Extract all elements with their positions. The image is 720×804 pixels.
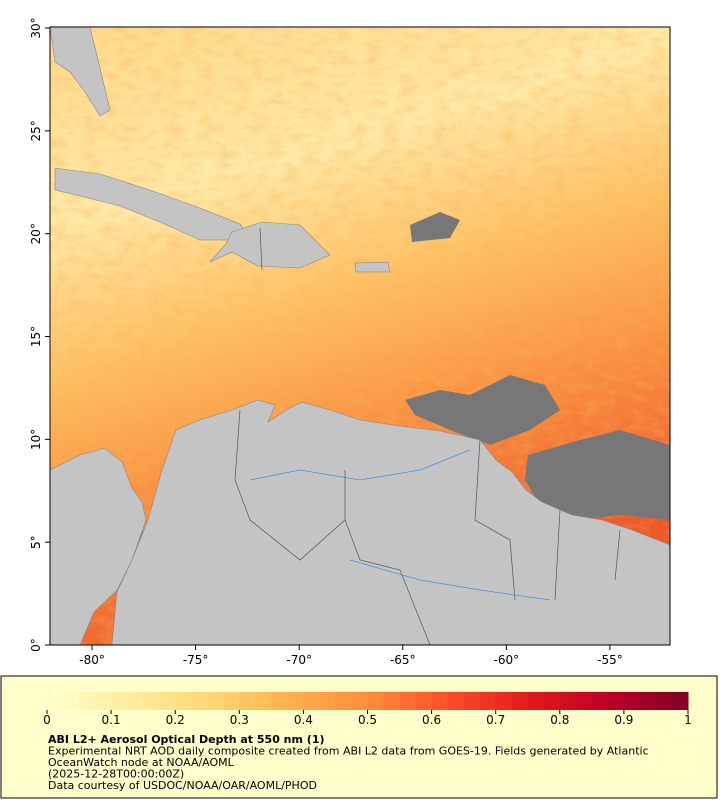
colorbar-cell bbox=[559, 692, 577, 710]
colorbar-cell bbox=[239, 692, 256, 710]
x-tick-label: -80° bbox=[79, 653, 105, 667]
x-tick-label: -55° bbox=[597, 653, 623, 667]
colorbar-cell bbox=[111, 692, 128, 710]
colorbar-cell bbox=[479, 692, 497, 710]
x-tick-label: -70° bbox=[286, 653, 312, 667]
colorbar-cell bbox=[191, 692, 208, 710]
colorbar-cell bbox=[575, 692, 593, 710]
colorbar-cell bbox=[671, 692, 689, 710]
x-tick-label: -60° bbox=[494, 653, 520, 667]
y-tick-label: 20° bbox=[29, 223, 43, 244]
colorbar-cell bbox=[511, 692, 529, 710]
x-tick-label: -75° bbox=[183, 653, 209, 667]
caption-line: OceanWatch node at NOAA/AOML bbox=[48, 756, 235, 769]
land bbox=[50, 27, 670, 645]
y-tick-label: 5° bbox=[29, 535, 43, 549]
colorbar-cell bbox=[351, 692, 368, 710]
colorbar-cell bbox=[143, 692, 160, 710]
colorbar-tick-label: 0.9 bbox=[614, 713, 633, 727]
colorbar-cell bbox=[223, 692, 240, 710]
y-tick-label: 0° bbox=[29, 638, 43, 652]
colorbar-cell bbox=[655, 692, 673, 710]
colorbar-cell bbox=[303, 692, 320, 710]
colorbar-tick-label: 0.1 bbox=[102, 713, 121, 727]
colorbar-cell bbox=[79, 692, 96, 710]
y-tick-label: 25° bbox=[29, 120, 43, 141]
caption-line: Data courtesy of USDOC/NOAA/OAR/AOML/PHO… bbox=[48, 779, 317, 792]
borders bbox=[234, 227, 621, 645]
colorbar-cell bbox=[287, 692, 304, 710]
colorbar-tick-label: 1 bbox=[684, 713, 692, 727]
colorbar-tick-label: 0 bbox=[43, 713, 51, 727]
colorbar-cell bbox=[639, 692, 657, 710]
colorbar-cell bbox=[47, 692, 64, 710]
colorbar-cell bbox=[447, 692, 465, 710]
colorbar-cell bbox=[175, 692, 192, 710]
colorbar-cell bbox=[399, 692, 417, 710]
colorbar-cell bbox=[127, 692, 144, 710]
caption: ABI L2+ Aerosol Optical Depth at 550 nm … bbox=[48, 733, 649, 792]
colorbar-cell bbox=[63, 692, 80, 710]
x-tick-label: -65° bbox=[390, 653, 416, 667]
y-tick-label: 15° bbox=[29, 326, 43, 347]
y-tick-label: 10° bbox=[29, 429, 43, 450]
colorbar-tick-label: 0.4 bbox=[294, 713, 313, 727]
map bbox=[50, 27, 670, 645]
caption-line: Experimental NRT AOD daily composite cre… bbox=[48, 745, 649, 758]
colorbar-cell bbox=[495, 692, 513, 710]
colorbar-cell bbox=[367, 692, 385, 710]
colorbar-cell bbox=[255, 692, 272, 710]
colorbar-tick-label: 0.3 bbox=[230, 713, 249, 727]
map-frame bbox=[49, 26, 671, 646]
colorbar-tick-label: 0.6 bbox=[422, 713, 441, 727]
colorbar-cell bbox=[623, 692, 641, 710]
colorbar-cell bbox=[415, 692, 433, 710]
colorbar-cell bbox=[95, 692, 112, 710]
colorbar-tick-label: 0.2 bbox=[166, 713, 185, 727]
colorbar-cell bbox=[383, 692, 401, 710]
rivers bbox=[249, 449, 551, 601]
colorbar-tick-label: 0.7 bbox=[486, 713, 505, 727]
caption-title: ABI L2+ Aerosol Optical Depth at 550 nm … bbox=[48, 733, 325, 746]
colorbar-cell bbox=[207, 692, 224, 710]
colorbar-cell bbox=[527, 692, 545, 710]
colorbar-tick-label: 0.8 bbox=[550, 713, 569, 727]
y-tick-label: 30° bbox=[29, 17, 43, 38]
colorbar-cell bbox=[463, 692, 481, 710]
colorbar-cell bbox=[431, 692, 449, 710]
colorbar-cell bbox=[543, 692, 561, 710]
colorbar-cell bbox=[271, 692, 288, 710]
colorbar-cell bbox=[319, 692, 336, 710]
colorbar-cell bbox=[159, 692, 176, 710]
colorbar-tick-label: 0.5 bbox=[358, 713, 377, 727]
caption-line: (2025-12-28T00:00:00Z) bbox=[48, 768, 184, 781]
colorbar-cell bbox=[591, 692, 609, 710]
colorbar-cell bbox=[335, 692, 352, 710]
colorbar-cell bbox=[607, 692, 625, 710]
